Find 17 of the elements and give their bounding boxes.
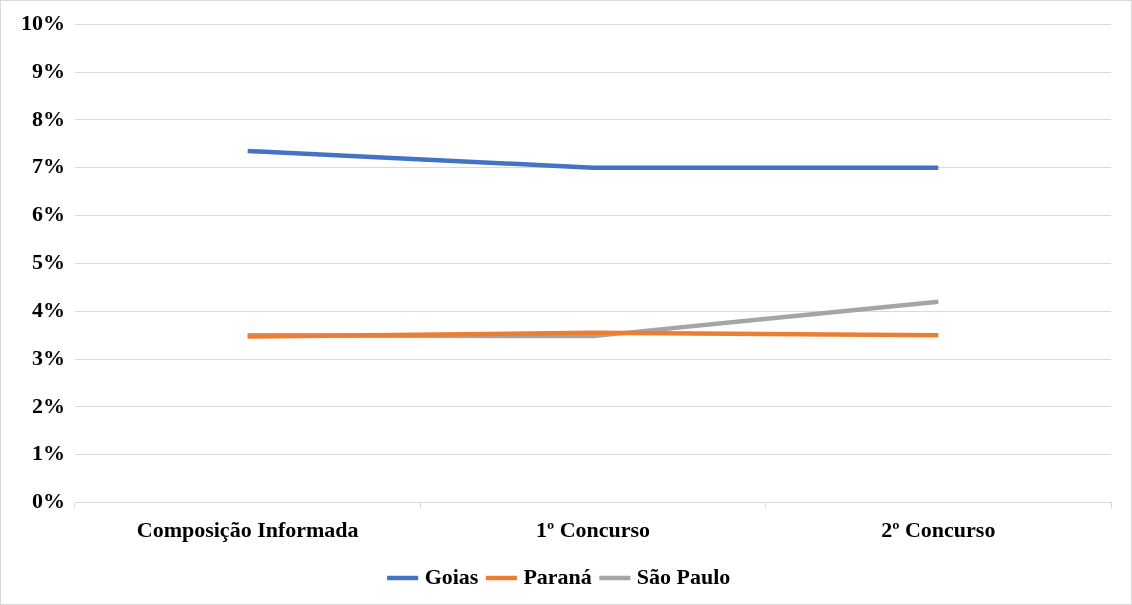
x-tick-label: 2º Concurso — [881, 517, 996, 543]
legend-label: Goias — [424, 563, 479, 589]
x-tick-label: Composição Informada — [136, 517, 359, 543]
y-tick-label: 4% — [32, 296, 65, 322]
y-tick-label: 2% — [32, 392, 65, 418]
y-tick-label: 1% — [32, 440, 65, 466]
y-tick-label: 9% — [32, 57, 65, 83]
y-tick-label: 5% — [32, 249, 65, 275]
y-tick-label: 0% — [32, 488, 65, 514]
y-tick-label: 3% — [32, 344, 65, 370]
y-tick-label: 8% — [32, 105, 65, 131]
y-tick-label: 6% — [32, 201, 65, 227]
legend-label: Paraná — [523, 563, 592, 589]
y-tick-label: 10% — [21, 9, 65, 35]
legend-label: São Paulo — [636, 563, 731, 589]
y-tick-label: 7% — [32, 153, 65, 179]
x-tick-label: 1º Concurso — [535, 517, 651, 543]
